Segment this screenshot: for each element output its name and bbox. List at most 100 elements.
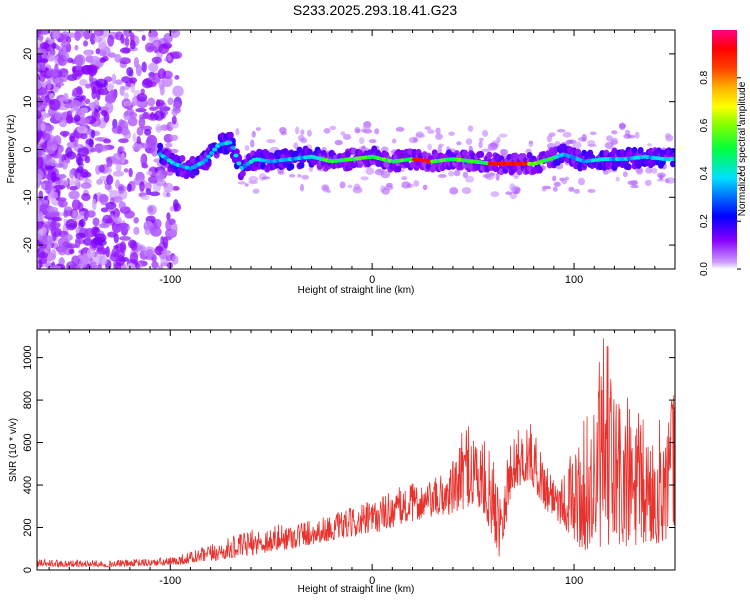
heatmap-cell xyxy=(60,41,68,48)
heatmap-cell xyxy=(95,78,108,88)
heatmap-cell xyxy=(90,129,96,139)
heatmap-cell xyxy=(53,184,66,190)
heatmap-cell xyxy=(46,53,56,62)
heatmap-cell xyxy=(151,261,159,269)
heatmap-cell xyxy=(250,139,255,148)
heatmap-cell xyxy=(147,97,156,107)
heatmap-cell xyxy=(62,92,69,103)
heatmap-cell xyxy=(266,139,276,144)
heatmap-cell xyxy=(166,212,171,221)
heatmap-cell xyxy=(96,178,103,185)
heatmap-cell xyxy=(97,88,109,96)
heatmap-cell xyxy=(71,65,76,73)
heatmap-cell xyxy=(144,220,153,226)
heatmap-cell xyxy=(233,153,239,158)
heatmap-cell xyxy=(165,192,171,198)
colorbar-tick-label: 0.2 xyxy=(699,214,710,228)
heatmap-cell xyxy=(59,179,69,187)
heatmap-cell xyxy=(169,134,179,141)
heatmap-cell xyxy=(630,185,639,189)
heatmap-cell xyxy=(98,255,108,266)
heatmap-cell xyxy=(161,249,172,255)
heatmap-cell xyxy=(603,170,609,175)
heatmap-cell xyxy=(412,137,418,143)
heatmap-cell xyxy=(235,128,240,136)
heatmap-cell xyxy=(589,131,597,136)
heatmap-cell xyxy=(37,261,40,269)
heatmap-cell xyxy=(86,210,96,218)
y-tick-label: 200 xyxy=(22,518,34,536)
heatmap-cell xyxy=(57,245,67,256)
heatmap-cell xyxy=(449,187,459,195)
heatmap-cell xyxy=(299,183,305,192)
heatmap-cell xyxy=(114,53,122,63)
heatmap-cell xyxy=(252,188,260,194)
heatmap-cell xyxy=(66,151,77,160)
heatmap-cell xyxy=(113,216,122,225)
heatmap-cell xyxy=(51,42,57,50)
heatmap-cell xyxy=(89,147,97,153)
heatmap-cell xyxy=(46,70,58,77)
heatmap-cell xyxy=(38,251,49,259)
heatmap-cell xyxy=(161,170,168,176)
heatmap-cell xyxy=(126,66,134,77)
y-tick-label: 600 xyxy=(22,433,34,451)
heatmap-cell xyxy=(74,30,85,39)
heatmap-cell xyxy=(106,174,114,185)
heatmap-cell xyxy=(48,99,61,111)
heatmap-cell xyxy=(395,165,402,173)
heatmap-cell xyxy=(587,139,596,146)
heatmap-cell xyxy=(46,159,58,167)
heatmap-cell xyxy=(130,32,135,42)
heatmap-cell xyxy=(112,92,117,99)
heatmap-cell xyxy=(581,133,587,142)
heatmap-cell xyxy=(37,87,48,96)
heatmap-cell xyxy=(81,193,91,202)
heatmap-cell xyxy=(114,249,125,259)
heatmap-cell xyxy=(490,191,500,198)
heatmap-cell xyxy=(482,174,491,179)
heatmap-cell xyxy=(75,153,82,165)
heatmap-cell xyxy=(153,218,162,229)
heatmap-cell xyxy=(132,143,143,151)
heatmap-cell xyxy=(58,144,64,153)
heatmap-cell xyxy=(94,137,105,142)
heatmap-cell xyxy=(365,167,375,175)
colorbar: 0.0 0.2 0.4 0.6 0.8 Normalized spectral ampl… xyxy=(699,30,748,276)
heatmap-cell xyxy=(59,173,66,179)
heatmap-cell xyxy=(37,223,43,230)
heatmap-cell xyxy=(119,57,131,65)
heatmap-cell xyxy=(55,179,62,185)
heatmap-cell xyxy=(456,141,462,146)
heatmap-cell xyxy=(171,255,179,265)
heatmap-cell xyxy=(51,191,59,199)
colorbar-tick-label: 0.8 xyxy=(699,70,710,84)
colorbar-gradient xyxy=(712,30,737,269)
figure-title: S233.2025.293.18.41.G23 xyxy=(293,2,457,18)
y-tick-label: 1000 xyxy=(22,345,34,369)
heatmap-cell xyxy=(42,132,51,142)
heatmap-cell xyxy=(51,176,61,182)
spectrogram-y-ticks: -20 -10 0 10 20 xyxy=(22,48,675,253)
heatmap-cell xyxy=(159,84,165,96)
heatmap-cell xyxy=(141,162,148,169)
snr-y-ticks: 0 200 400 600 800 1000 xyxy=(22,345,675,573)
heatmap-cell xyxy=(255,127,261,131)
heatmap-cell xyxy=(171,115,177,125)
heatmap-cell xyxy=(627,134,636,139)
heatmap-cell xyxy=(96,247,108,255)
heatmap-cell xyxy=(118,201,126,210)
heatmap-cell xyxy=(148,62,159,73)
heatmap-cell xyxy=(251,130,256,138)
heatmap-cell xyxy=(573,188,580,194)
heatmap-cell xyxy=(127,239,137,249)
heatmap-cell xyxy=(288,173,296,178)
heatmap-cell xyxy=(611,130,618,135)
heatmap-cell xyxy=(123,92,129,100)
heatmap-cell xyxy=(90,261,97,268)
heatmap-cell xyxy=(79,78,88,87)
heatmap-cell xyxy=(295,126,300,135)
heatmap-cell xyxy=(138,116,146,129)
heatmap-cell xyxy=(202,158,209,163)
heatmap-cell xyxy=(117,126,123,135)
